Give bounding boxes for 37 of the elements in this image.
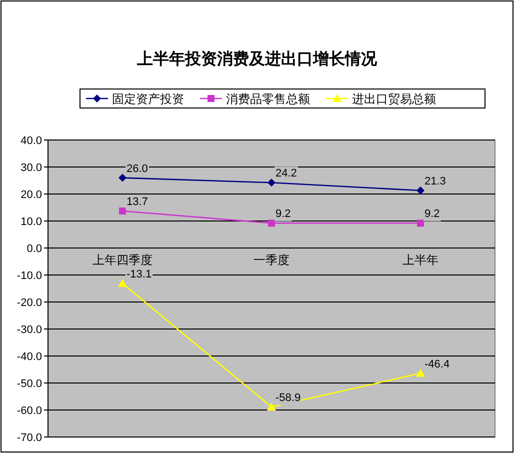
- legend-label: 进出口贸易总额: [352, 92, 436, 106]
- x-tick-label: 一季度: [254, 253, 290, 267]
- data-label: 24.2: [276, 168, 297, 180]
- y-tick-label: 40.0: [20, 135, 42, 147]
- legend-label: 消费品零售总额: [226, 92, 310, 106]
- y-tick-label: 10.0: [20, 216, 42, 228]
- point: [417, 220, 424, 227]
- data-label: -46.4: [424, 358, 450, 370]
- point: [268, 220, 275, 227]
- y-tick-label: -20.0: [16, 297, 42, 309]
- y-tick-label: 0.0: [26, 243, 42, 255]
- y-tick-label: -70.0: [16, 432, 42, 444]
- chart-title: 上半年投资消费及进出口增长情况: [136, 50, 378, 68]
- y-tick-label: -40.0: [16, 351, 42, 363]
- y-tick-label: -50.0: [16, 378, 42, 390]
- y-tick-label: 30.0: [20, 162, 42, 174]
- data-label: 21.3: [424, 175, 446, 188]
- data-label: 9.2: [276, 208, 291, 220]
- data-label: 26.0: [126, 162, 148, 175]
- data-label: 13.7: [126, 196, 148, 208]
- y-tick-label: -10.0: [16, 270, 42, 282]
- legend-label: 固定资产投资: [112, 92, 184, 106]
- point: [268, 178, 276, 187]
- data-label: 9.2: [424, 208, 440, 220]
- point: [118, 174, 126, 182]
- data-label: -58.9: [276, 392, 301, 404]
- point: [119, 208, 126, 215]
- x-tick-label: 上半年: [402, 253, 438, 267]
- y-tick-label: -30.0: [16, 324, 42, 336]
- x-tick-label: 上年四季度: [92, 253, 152, 267]
- y-tick-label: -60.0: [16, 405, 42, 417]
- data-label: -13.1: [126, 268, 152, 280]
- y-tick-label: 20.0: [20, 189, 42, 201]
- point: [118, 278, 127, 287]
- point: [416, 186, 424, 194]
- point: [416, 368, 425, 377]
- point: [267, 402, 276, 411]
